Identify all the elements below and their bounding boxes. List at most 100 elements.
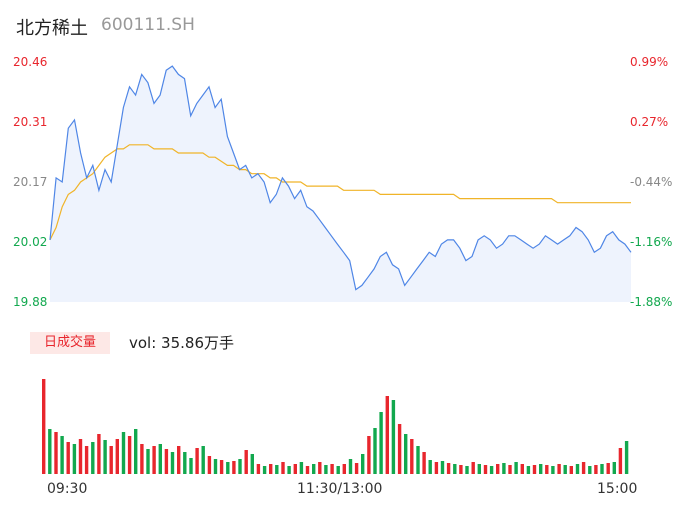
- volume-bar: [103, 440, 107, 474]
- avg-price-line: [49, 144, 631, 241]
- volume-bar: [213, 459, 218, 474]
- volume-bar: [262, 466, 267, 474]
- volume-bar: [508, 465, 512, 474]
- volume-bar: [312, 464, 316, 474]
- volume-bar: [422, 452, 426, 474]
- volume-bar: [115, 439, 119, 474]
- volume-bar: [48, 429, 52, 474]
- volume-bar: [563, 465, 567, 474]
- y-right-tick-1: 0.27%: [630, 115, 669, 129]
- volume-bar: [342, 464, 346, 474]
- volume-bar: [127, 436, 132, 474]
- volume-bar: [496, 464, 500, 474]
- volume-bar: [459, 465, 463, 474]
- volume-bar: [434, 462, 439, 474]
- volume-bar: [177, 446, 181, 474]
- volume-bar: [416, 446, 420, 474]
- volume-bar: [152, 446, 156, 474]
- y-left-tick-2: 20.17: [13, 175, 48, 189]
- volume-bar: [428, 460, 432, 474]
- y-left-tick-4: 19.88: [13, 295, 48, 309]
- volume-bar: [324, 465, 328, 474]
- volume-bar: [238, 459, 242, 474]
- y-right-tick-4: -1.88%: [630, 295, 673, 309]
- volume-bar: [575, 464, 580, 474]
- volume-bar: [244, 450, 248, 474]
- volume-bar: [275, 465, 279, 474]
- volume-bar: [293, 464, 297, 474]
- volume-bar: [91, 442, 95, 474]
- volume-bar: [477, 464, 481, 474]
- x-tick-2: 15:00: [597, 481, 638, 497]
- volume-bar: [532, 465, 537, 474]
- volume-bar: [226, 462, 230, 474]
- x-tick-0: 09:30: [47, 481, 88, 497]
- stock-name: 北方稀土: [16, 18, 88, 39]
- volume-bar: [471, 462, 475, 474]
- volume-bar: [97, 434, 101, 474]
- x-tick-1: 11:30/13:00: [297, 481, 383, 497]
- volume-bar: [189, 458, 193, 474]
- volume-bar: [348, 459, 353, 474]
- volume-label: vol: 35.86万手: [129, 334, 234, 352]
- volume-bar: [54, 432, 58, 474]
- volume-bar: [42, 379, 46, 474]
- volume-bar: [581, 462, 586, 474]
- volume-bar: [557, 464, 561, 474]
- volume-bar: [354, 463, 359, 474]
- volume-bar: [367, 436, 371, 474]
- volume-bar: [256, 464, 261, 474]
- volume-bar: [465, 466, 469, 474]
- price-area: [50, 66, 631, 302]
- volume-bar: [483, 465, 488, 474]
- volume-bar: [158, 444, 162, 474]
- volume-bar: [551, 466, 555, 474]
- volume-bar: [600, 464, 604, 474]
- volume-bar: [361, 454, 365, 474]
- volume-bar: [164, 449, 169, 474]
- y-right-tick-3: -1.16%: [630, 235, 673, 249]
- volume-bar: [281, 462, 285, 474]
- volume-bar: [232, 461, 236, 474]
- volume-bar: [520, 464, 524, 474]
- volume-bar: [373, 428, 377, 474]
- volume-bar: [134, 429, 138, 474]
- volume-bar: [385, 396, 389, 474]
- daily-volume-badge: 日成交量: [30, 332, 110, 354]
- volume-bar: [330, 464, 334, 474]
- volume-bar: [606, 463, 610, 474]
- volume-bar: [305, 466, 310, 474]
- volume-bar: [539, 464, 543, 474]
- y-left-tick-3: 20.02: [13, 235, 48, 249]
- volume-bar: [588, 466, 592, 474]
- volume-bar: [569, 466, 573, 474]
- volume-bar: [78, 439, 83, 474]
- volume-bar: [440, 461, 445, 474]
- volume-bar: [514, 462, 518, 474]
- volume-bar: [121, 432, 126, 474]
- volume-bar: [453, 464, 457, 474]
- volume-bar: [379, 412, 383, 474]
- y-left-tick-1: 20.31: [13, 115, 48, 129]
- volume-bar: [195, 448, 199, 474]
- volume-bar: [624, 441, 629, 474]
- volume-bar: [140, 444, 144, 474]
- volume-bar: [618, 448, 623, 474]
- volume-bar: [109, 446, 113, 474]
- volume-bar: [446, 463, 451, 474]
- volume-bar: [201, 446, 205, 474]
- volume-bar: [404, 434, 408, 474]
- volume-bar: [502, 463, 506, 474]
- volume-bar: [219, 460, 224, 474]
- volume-bar: [299, 462, 304, 474]
- y-left-tick-0: 20.46: [13, 55, 48, 69]
- volume-bar: [60, 436, 64, 474]
- volume-bar: [287, 466, 291, 474]
- volume-bar: [391, 400, 396, 474]
- volume-bar: [612, 462, 616, 474]
- volume-bar: [66, 442, 70, 474]
- volume-bar: [250, 454, 254, 474]
- volume-bar: [146, 449, 150, 474]
- y-right-tick-0: 0.99%: [630, 55, 669, 69]
